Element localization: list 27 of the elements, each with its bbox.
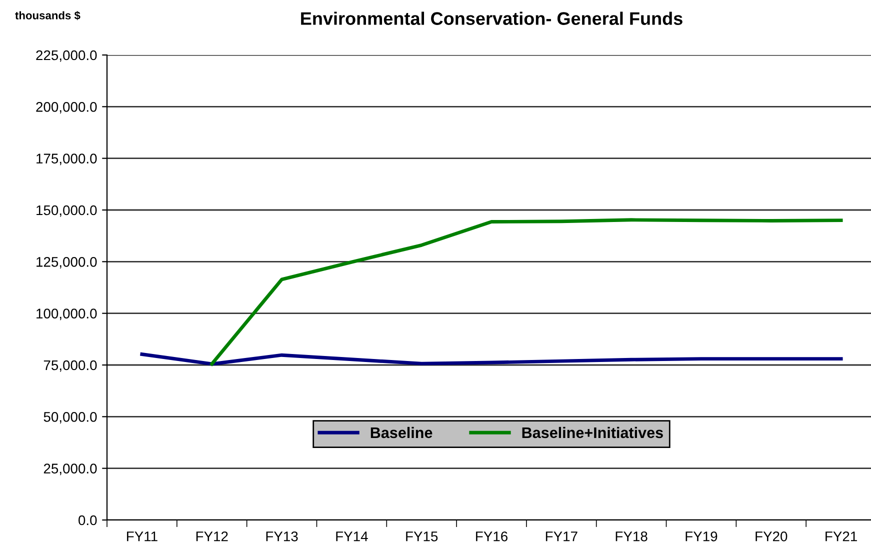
- y-tick-label: 25,000.0: [44, 464, 97, 476]
- y-tick-label: 100,000.0: [36, 308, 97, 320]
- y-tick-label: 150,000.0: [36, 205, 97, 217]
- x-tick-label: FY16: [476, 531, 508, 542]
- x-tick-label: FY12: [196, 531, 228, 542]
- chart-title: Environmental Conservation- General Funds: [301, 12, 682, 25]
- legend-label: Baseline+Initiatives: [522, 426, 663, 438]
- y-tick-label: 125,000.0: [36, 257, 97, 268]
- y-tick-label: 75,000.0: [44, 360, 97, 372]
- x-tick-label: FY13: [266, 531, 298, 542]
- x-tick-label: FY20: [756, 531, 788, 542]
- x-tick-label: FY15: [406, 532, 438, 542]
- x-tick-label: FY18: [616, 531, 648, 542]
- line-series: [140, 352, 843, 366]
- y-tick-label: 0.0: [78, 515, 97, 526]
- y-tick-label: 200,000.0: [36, 102, 97, 114]
- y-tick-label: 225,000.0: [36, 50, 97, 62]
- legend-label: Baseline: [370, 426, 432, 438]
- x-tick-label: FY11: [127, 532, 158, 542]
- line-series: [210, 218, 843, 366]
- x-tick-label: FY21: [826, 531, 857, 542]
- x-tick-label: FY14: [336, 532, 368, 542]
- x-tick-label: FY17: [546, 532, 578, 542]
- y-axis-title: thousands $: [15, 11, 80, 20]
- x-tick-label: FY19: [686, 531, 718, 542]
- y-tick-label: 175,000.0: [36, 154, 97, 166]
- y-tick-label: 50,000.0: [44, 412, 97, 424]
